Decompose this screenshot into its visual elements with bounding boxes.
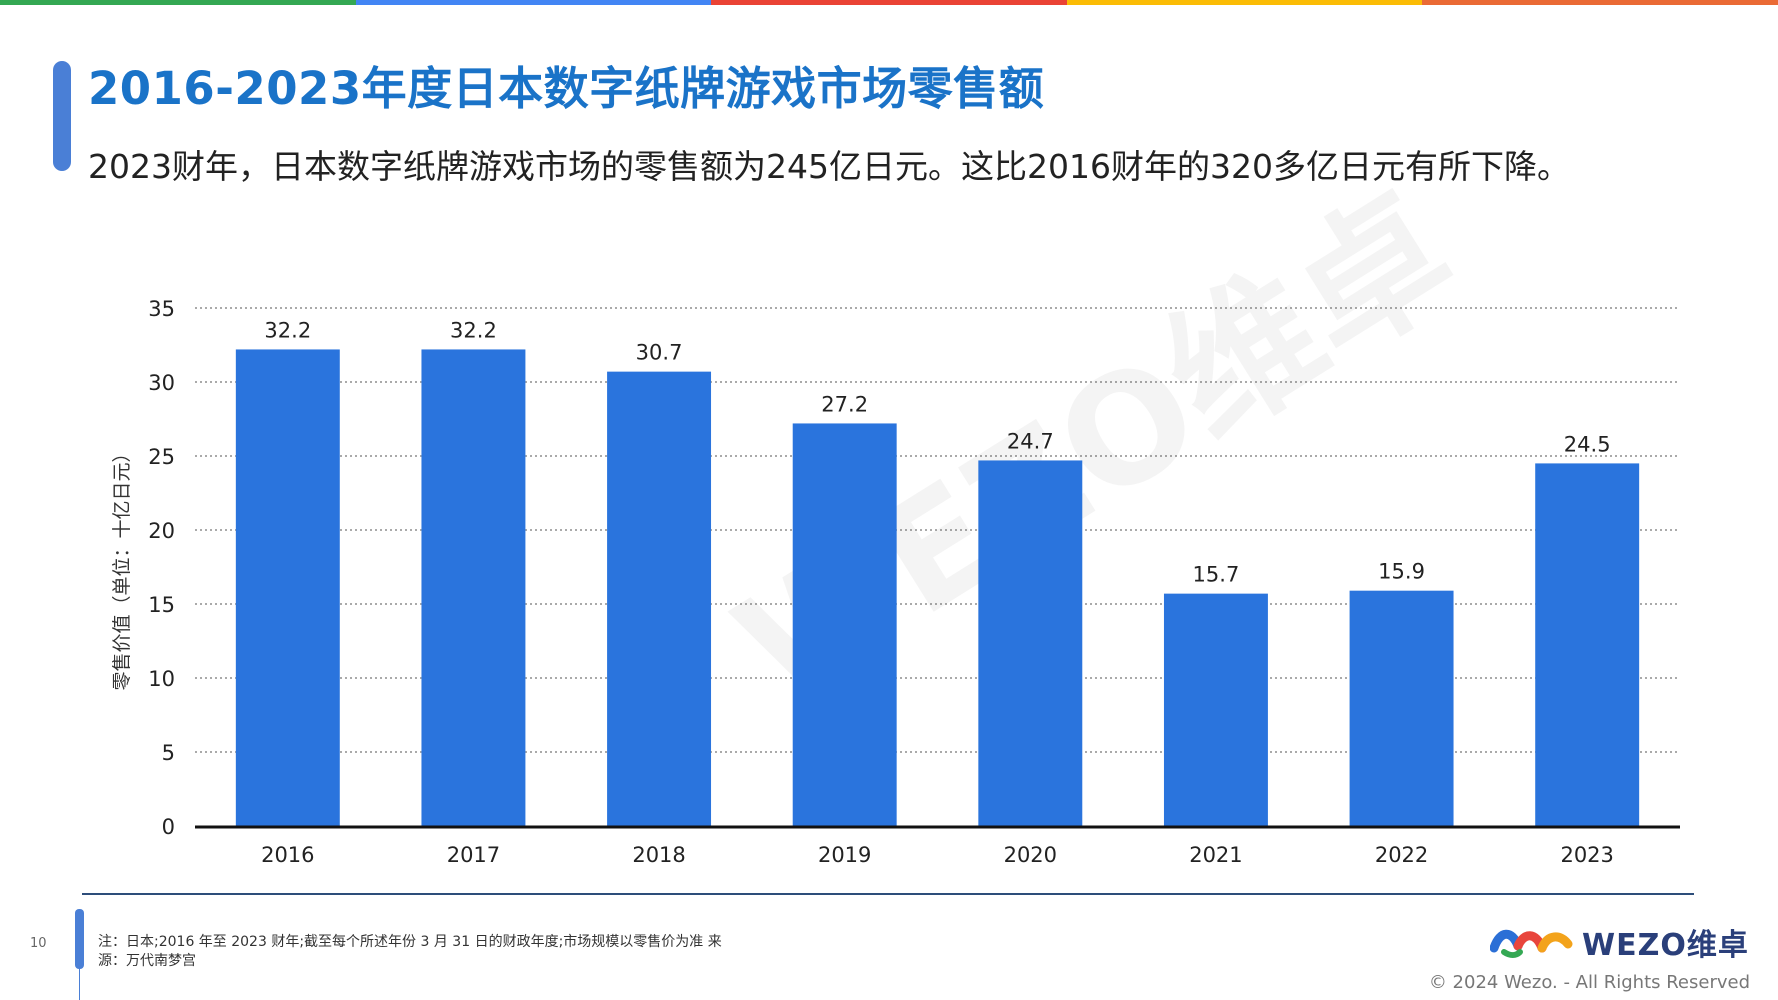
y-tick-label: 25 <box>148 445 175 469</box>
title-accent-bar <box>53 61 71 171</box>
x-tick-label: 2019 <box>818 843 871 867</box>
bar-chart: 0 5 10 15 20 25 30 35 32.2 32.2 30.7 27.2 24.7 15.7 1… <box>111 297 1680 867</box>
wezo-logo: WEZO维卓 <box>1490 920 1749 964</box>
data-label: 15.7 <box>1193 563 1240 587</box>
x-tick-label: 2022 <box>1375 843 1428 867</box>
top-bar-segment-red <box>711 0 1067 5</box>
top-bar-segment-blue <box>355 0 712 5</box>
x-tick-label: 2017 <box>447 843 500 867</box>
bar-2016 <box>235 349 340 826</box>
note-accent-line <box>79 960 80 1000</box>
footer-divider <box>82 893 1694 895</box>
y-axis-label: 零售价值（单位：十亿日元） <box>111 443 133 690</box>
y-tick-label: 10 <box>148 667 175 691</box>
data-label: 32.2 <box>450 318 497 342</box>
bar-2021 <box>1163 593 1268 826</box>
wezo-logo-icon <box>1490 929 1573 958</box>
footnote: 注：日本;2016 年至 2023 财年;截至每个所述年份 3 月 31 日的财… <box>98 934 722 969</box>
top-color-bar <box>0 0 1778 5</box>
bar-2018 <box>607 371 712 826</box>
bar-2023 <box>1535 463 1640 826</box>
note-accent-bar <box>75 909 84 969</box>
y-axis-ticks: 0 5 10 15 20 25 30 35 <box>148 297 175 839</box>
data-label: 30.7 <box>636 341 683 365</box>
bar-2019 <box>792 423 897 826</box>
top-bar-segment-green <box>0 0 356 5</box>
x-tick-label: 2020 <box>1004 843 1057 867</box>
y-tick-label: 30 <box>148 371 175 395</box>
page-subtitle: 2023财年，日本数字纸牌游戏市场的零售额为245亿日元。这比2016财年的32… <box>88 147 1570 186</box>
x-axis-ticks: 2016 2017 2018 2019 2020 2021 2022 2023 <box>261 843 1614 867</box>
x-tick-label: 2018 <box>632 843 685 867</box>
top-bar-segment-orange <box>1422 0 1778 5</box>
page-title: 2016-2023年度日本数字纸牌游戏市场零售额 <box>88 62 1045 115</box>
y-tick-label: 20 <box>148 519 175 543</box>
page-number: 10 <box>30 936 47 951</box>
copyright-text: © 2024 Wezo. - All Rights Reserved <box>1428 972 1750 993</box>
logo-text: WEZO维卓 <box>1582 928 1749 963</box>
chart-bars <box>235 349 1640 826</box>
data-label: 24.7 <box>1007 429 1054 453</box>
chart-data-labels: 32.2 32.2 30.7 27.2 24.7 15.7 15.9 24.5 <box>264 318 1610 586</box>
bar-2017 <box>421 349 526 826</box>
y-tick-label: 15 <box>148 593 175 617</box>
y-tick-label: 0 <box>162 815 175 839</box>
top-bar-segment-yellow <box>1066 0 1423 5</box>
bar-2020 <box>978 460 1083 826</box>
y-tick-label: 35 <box>148 297 175 321</box>
x-tick-label: 2021 <box>1189 843 1242 867</box>
data-label: 32.2 <box>264 318 311 342</box>
data-label: 27.2 <box>821 392 868 416</box>
data-label: 24.5 <box>1564 432 1611 456</box>
chart-gridlines <box>195 307 1680 753</box>
data-label: 15.9 <box>1378 560 1425 584</box>
y-tick-label: 5 <box>162 741 175 765</box>
x-tick-label: 2016 <box>261 843 314 867</box>
x-tick-label: 2023 <box>1560 843 1613 867</box>
bar-2022 <box>1349 590 1454 826</box>
